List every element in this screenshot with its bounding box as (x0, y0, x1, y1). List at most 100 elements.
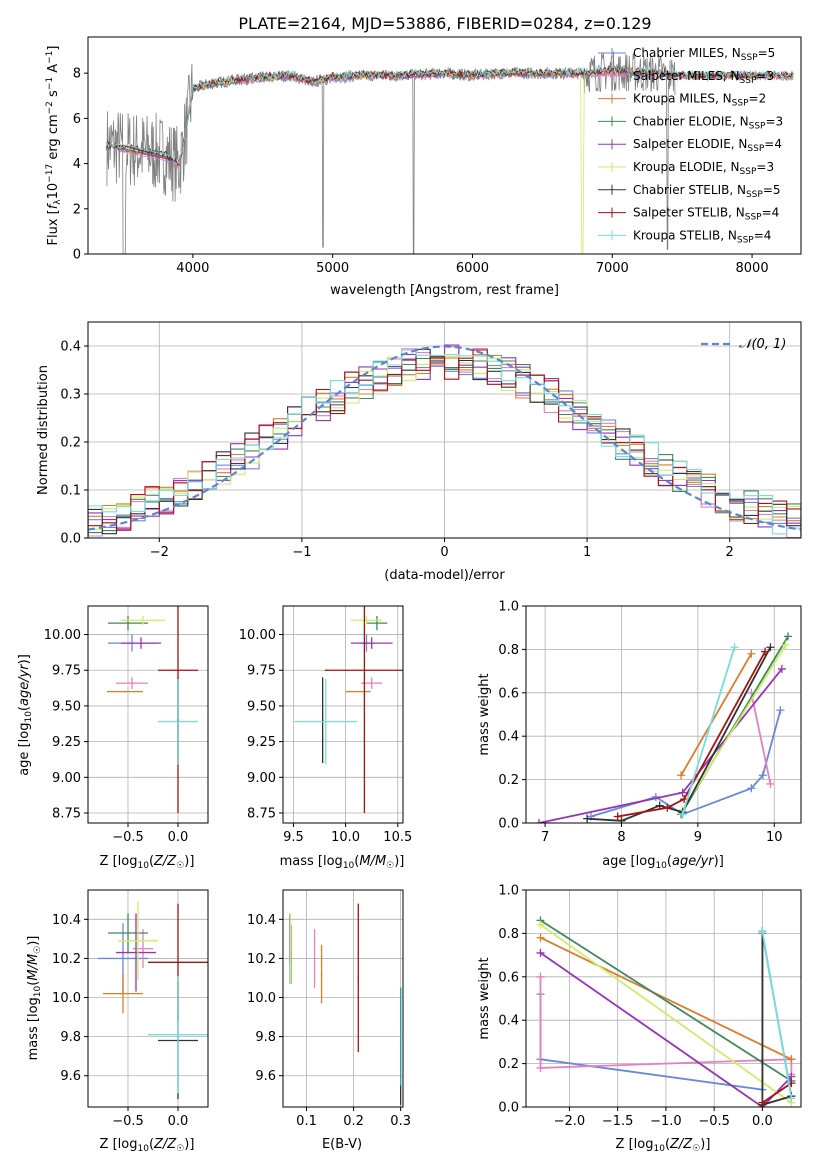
series-kroupa-miles-marker (787, 1055, 796, 1064)
weight_vs_Z-ylabel: mass weight (477, 957, 492, 1039)
weight_vs_Z-ytick-label: 0.0 (498, 1101, 519, 1116)
weight_vs_age-ytick-label: 0.0 (498, 817, 519, 832)
mass_vs_ebv-ytick-label: 9.8 (255, 1030, 276, 1045)
point-kroupa-elodie (289, 947, 292, 950)
series-kroupa-stelib-marker (678, 810, 687, 819)
series-salpeter-miles-line (750, 692, 772, 785)
series-salpeter-miles-marker (536, 972, 545, 981)
mass_vs_ebv-frame (282, 889, 404, 1108)
series-chabrier-elodie-marker (784, 632, 793, 641)
point-kroupa-miles (320, 973, 323, 975)
residuals-ytick-label: 0.3 (60, 388, 81, 403)
mass_vs_ebv-xtick-label: 0.3 (390, 1114, 411, 1129)
spectrum-ytick-label: 6 (73, 112, 81, 127)
legend-label: Chabrier STELIB, NSSP​=5 (633, 183, 781, 200)
residuals-ytick-label: 0.0 (60, 532, 81, 547)
point-kroupa-elodie (365, 619, 368, 622)
age_vs_mass-frame (282, 605, 404, 824)
weight_vs_Z-xtick-label: 0.0 (752, 1114, 773, 1129)
series-kroupa-elodie-marker (536, 920, 545, 929)
series-chabrier-stelib-marker (617, 816, 626, 823)
residuals-ytick-label: 0.2 (60, 436, 81, 451)
residuals-xtick-label: −1 (292, 545, 311, 560)
residual-hist-salpeter-stelib (88, 349, 801, 537)
age_vs_mass-data (294, 606, 403, 814)
age_vs_Z-xtick-label: −0.5 (112, 830, 144, 845)
legend-label: Salpeter ELODIE, NSSP​=4 (633, 137, 782, 154)
weight_vs_Z-xtick-label: −0.5 (698, 1114, 730, 1129)
series-salpeter-stelib-marker (613, 812, 622, 821)
series-chabrier-stelib-marker (583, 814, 592, 823)
mass_vs_ebv-ytick-label: 9.6 (255, 1069, 276, 1084)
age_vs_Z-axes: −0.5 0.0 8.75 9.00 9.25 9.50 9.75 10.00 Z [log10… (17, 605, 209, 871)
weight_vs_age-ytick-label: 0.6 (498, 686, 519, 701)
spectrum-ytick-label: 0 (73, 248, 81, 263)
legend-label: Kroupa STELIB, NSSP​=4 (633, 228, 771, 245)
figure-title: PLATE=2164, MJD=53886, FIBERID=0284, z=0… (238, 14, 651, 33)
age-vs-Z-xlabel: Z [log10​(Z/Z☉​)] (100, 854, 195, 871)
mass_vs_Z-ytick-label: 9.6 (60, 1069, 81, 1084)
model-spectrum-kroupa-stelib (105, 65, 794, 165)
residuals-ylabel: Normed distribution (36, 365, 51, 495)
series-chabrier-miles-marker (747, 784, 756, 793)
series-chabrier-miles-marker (776, 706, 785, 715)
spectrum-xtick-label: 8000 (736, 261, 769, 276)
series-kroupa-stelib-line (761, 931, 793, 1099)
residuals-xtick-label: 1 (583, 545, 591, 560)
spectrum-ytick-label: 4 (73, 157, 81, 172)
weight_vs_age-data (534, 632, 793, 823)
series-chabrier-stelib-marker (766, 643, 775, 652)
weight_vs_Z-ytick-label: 0.2 (498, 1057, 519, 1072)
weight_vs_Z-data (536, 916, 796, 1107)
point-kroupa-stelib (400, 1035, 402, 1038)
mass_vs_Z-ytick-label: 10.4 (52, 913, 81, 928)
spectrum-axes: 4000 5000 6000 7000 8000 0 2 4 6 8 wavelength [Ang… (45, 36, 802, 298)
spectrum-xtick-label: 4000 (176, 261, 209, 276)
point-chabrier-elodie (127, 932, 129, 934)
mass_vs_ebv-xtick-label: 0.2 (343, 1114, 364, 1129)
legend-label: Kroupa MILES, NSSP​=2 (633, 92, 766, 109)
residuals-xtick-label: 2 (726, 545, 734, 560)
series-salpeter-elodie-marker (536, 948, 545, 957)
series-chabrier-elodie-line (540, 919, 792, 1082)
age_vs_mass-ytick-label: 9.25 (247, 735, 276, 750)
series-salpeter-elodie-marker (777, 664, 786, 673)
age_vs_Z-ytick-label: 9.75 (52, 664, 81, 679)
mass_vs_Z-ytick-label: 9.8 (60, 1030, 81, 1045)
series-salpeter-miles-marker (766, 779, 775, 788)
weight_vs_Z-ytick-label: 1.0 (498, 884, 519, 899)
mass-vs-Z-ylabel: mass [log10​(M/M☉​)] (26, 936, 43, 1061)
point-kroupa-miles (124, 690, 126, 693)
point-salpeter-elodie (370, 642, 373, 644)
legend-label: Kroupa ELODIE, NSSP​=3 (633, 160, 774, 177)
weight_vs_age-ytick-label: 0.8 (498, 643, 519, 658)
series-salpeter-elodie-marker (534, 819, 543, 823)
point-kroupa-stelib (177, 720, 179, 723)
spectrum-xtick-label: 7000 (596, 261, 629, 276)
series-salpeter-elodie-line (539, 952, 793, 1107)
series-kroupa-stelib-marker (787, 1094, 796, 1103)
age_vs_Z-xtick-label: 0.0 (168, 830, 189, 845)
age_vs_Z-ytick-label: 8.75 (52, 807, 81, 822)
weight_vs_Z-xtick-label: −1.0 (650, 1114, 682, 1129)
series-salpeter-miles-marker (536, 1063, 545, 1072)
data-spectrum (106, 51, 676, 254)
mass_vs_Z-ytick-label: 10.0 (52, 991, 81, 1006)
legend-label: Chabrier ELODIE, NSSP​=3 (633, 114, 783, 131)
weight_vs_Z-frame (525, 889, 802, 1108)
point-salpeter-stelib (177, 961, 179, 964)
weight_vs_age-frame (525, 605, 802, 824)
weight_vs_age-ytick-label: 0.4 (498, 730, 519, 745)
series-salpeter-miles-line (539, 976, 793, 1075)
residuals-xlabel: (data-model)/error (384, 568, 505, 583)
point-kroupa-elodie (137, 940, 139, 942)
spectrum-xtick-label: 5000 (316, 261, 349, 276)
age_vs_mass-xtick-label: 10.0 (331, 830, 360, 845)
point-salpeter-miles (142, 947, 144, 950)
series-chabrier-stelib-line (587, 646, 772, 822)
series-salpeter-stelib-line (761, 1082, 792, 1104)
mass_vs_ebv-data (289, 903, 402, 1106)
mass_vs_Z-axes: −0.5 0.0 9.6 9.8 10.0 10.2 10.4 Z [log10​(Z/Z☉​… (26, 889, 209, 1154)
legend-label: Salpeter MILES, NSSP​=3 (633, 69, 774, 86)
mass-vs-Z-xlabel: Z [log10​(Z/Z☉​)] (100, 1137, 195, 1154)
